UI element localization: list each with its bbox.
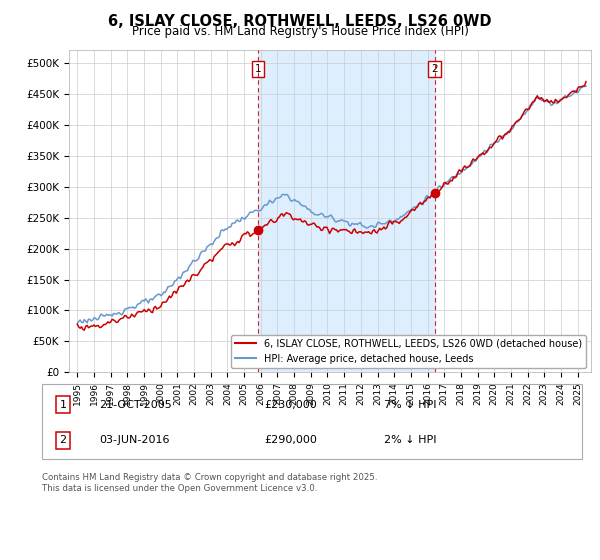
Legend: 6, ISLAY CLOSE, ROTHWELL, LEEDS, LS26 0WD (detached house), HPI: Average price, : 6, ISLAY CLOSE, ROTHWELL, LEEDS, LS26 0W… bbox=[231, 335, 586, 367]
Text: 03-JUN-2016: 03-JUN-2016 bbox=[99, 435, 170, 445]
Text: 2: 2 bbox=[59, 435, 67, 445]
Text: 1: 1 bbox=[59, 400, 67, 410]
Text: 2: 2 bbox=[431, 64, 438, 74]
Text: 2% ↓ HPI: 2% ↓ HPI bbox=[384, 435, 437, 445]
Text: 6, ISLAY CLOSE, ROTHWELL, LEEDS, LS26 0WD: 6, ISLAY CLOSE, ROTHWELL, LEEDS, LS26 0W… bbox=[108, 14, 492, 29]
Text: 1: 1 bbox=[254, 64, 261, 74]
Text: 7% ↓ HPI: 7% ↓ HPI bbox=[384, 400, 437, 410]
Text: £230,000: £230,000 bbox=[264, 400, 317, 410]
Text: £290,000: £290,000 bbox=[264, 435, 317, 445]
Bar bbox=[258, 50, 434, 372]
Text: 21-OCT-2005: 21-OCT-2005 bbox=[99, 400, 172, 410]
Text: Price paid vs. HM Land Registry's House Price Index (HPI): Price paid vs. HM Land Registry's House … bbox=[131, 25, 469, 38]
Text: Contains HM Land Registry data © Crown copyright and database right 2025.
This d: Contains HM Land Registry data © Crown c… bbox=[42, 473, 377, 493]
